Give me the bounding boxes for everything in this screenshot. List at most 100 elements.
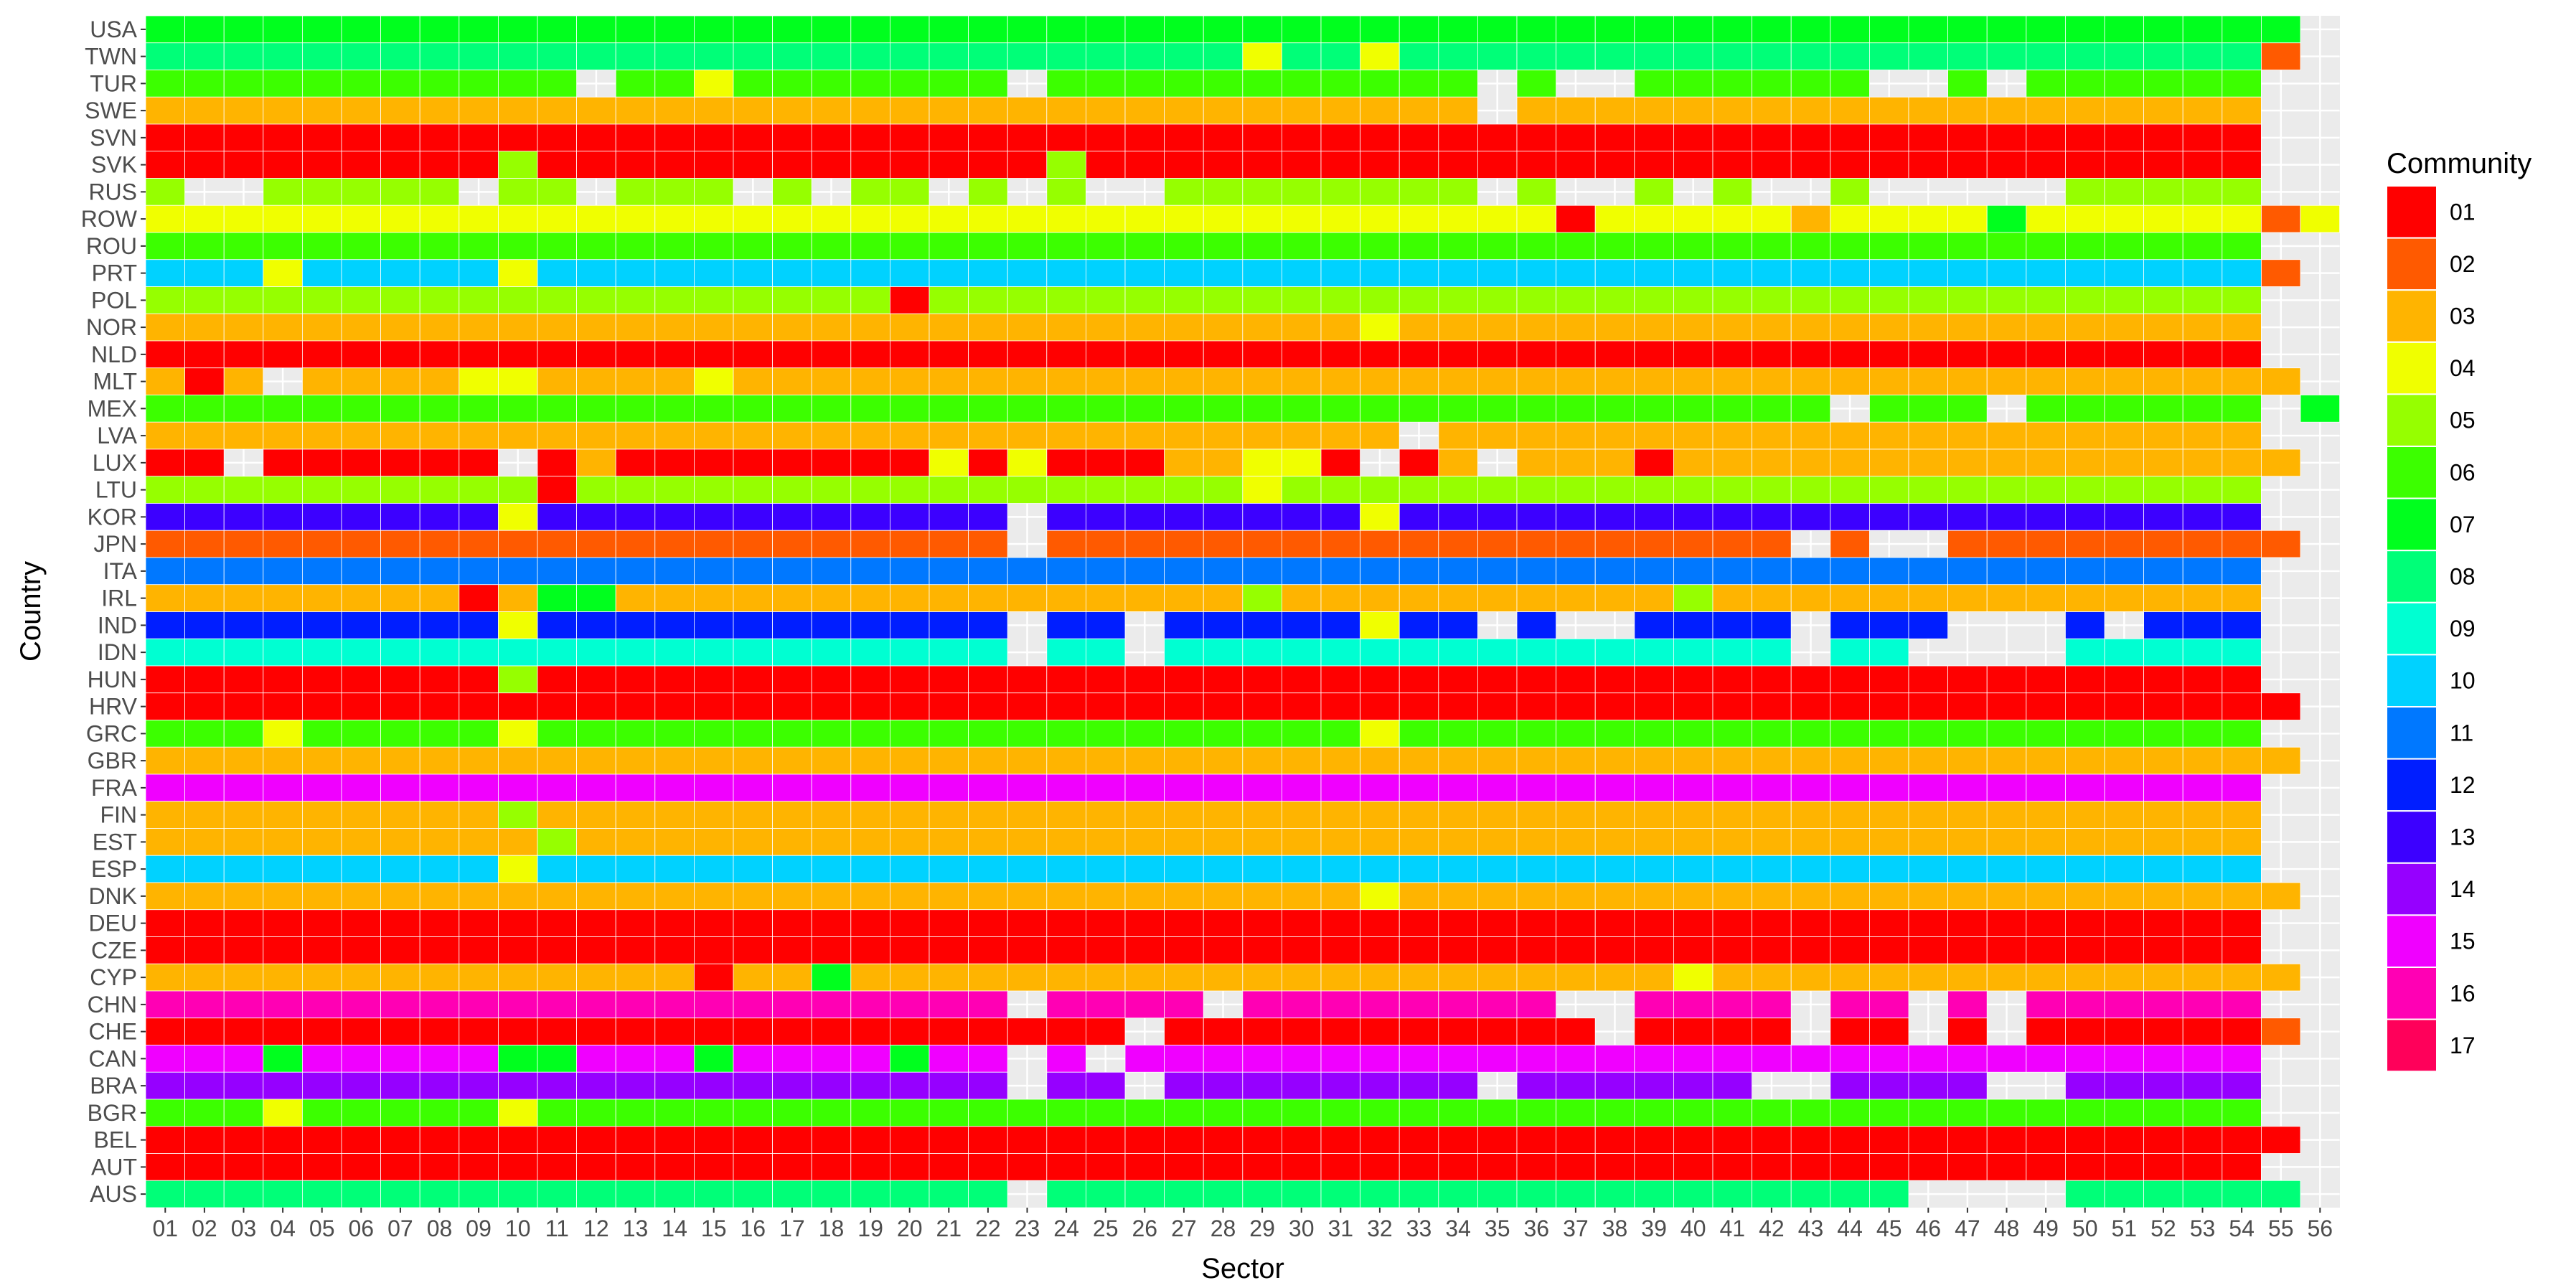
heatmap-cell <box>1320 123 1360 152</box>
heatmap-cell <box>1752 909 1792 937</box>
heatmap-cell <box>694 367 734 395</box>
heatmap-cell <box>1399 1180 1439 1208</box>
heatmap-cell <box>1477 1017 1518 1045</box>
heatmap-cell <box>968 855 1008 883</box>
heatmap-cell <box>341 801 381 829</box>
heatmap-cell <box>1242 421 1282 450</box>
heatmap-cell <box>1790 1099 1831 1127</box>
heatmap-cell <box>811 259 852 287</box>
x-tick-label: 13 <box>623 1216 649 1241</box>
heatmap-cell <box>301 313 342 342</box>
heatmap-cell <box>419 1017 460 1045</box>
heatmap-cell <box>184 557 225 586</box>
heatmap-cell <box>1752 313 1792 342</box>
heatmap-cell <box>1203 557 1244 586</box>
heatmap-cell <box>498 882 538 911</box>
heatmap-cell <box>1399 692 1439 720</box>
heatmap-cell <box>498 151 538 179</box>
heatmap-cell <box>1438 855 1478 883</box>
heatmap-cell <box>2026 232 2066 260</box>
heatmap-cell <box>419 15 460 44</box>
heatmap-cell <box>2222 882 2262 911</box>
heatmap-cell <box>537 1153 577 1181</box>
heatmap-cell <box>1477 313 1518 342</box>
heatmap-cell <box>184 828 225 856</box>
heatmap-cell <box>2104 503 2144 531</box>
heatmap-cell <box>1203 286 1244 314</box>
heatmap-cell <box>1712 367 1752 395</box>
legend-key <box>2386 185 2438 239</box>
heatmap-cell <box>1556 232 1596 260</box>
heatmap-cell <box>1086 476 1126 504</box>
heatmap-cell <box>145 855 185 883</box>
heatmap-cell <box>968 665 1008 694</box>
heatmap-cell <box>772 936 812 964</box>
heatmap-cell <box>1712 801 1752 829</box>
heatmap-cell <box>694 855 734 883</box>
heatmap-cell <box>2104 746 2144 775</box>
heatmap-cell <box>1752 855 1792 883</box>
heatmap-cell <box>1516 638 1556 667</box>
heatmap-cell <box>1673 476 1714 504</box>
heatmap-cell <box>1360 1126 1400 1154</box>
x-tick-label: 08 <box>427 1216 453 1241</box>
heatmap-cell <box>850 395 890 423</box>
heatmap-cell <box>1712 746 1752 775</box>
heatmap-cell <box>301 909 342 937</box>
heatmap-cell <box>1320 503 1360 531</box>
heatmap-cell <box>1203 42 1244 70</box>
heatmap-cell <box>890 96 930 125</box>
heatmap-cell <box>1673 774 1714 802</box>
heatmap-cell <box>2143 828 2184 856</box>
heatmap-cell <box>1712 286 1752 314</box>
heatmap-cell <box>2182 503 2223 531</box>
heatmap-cell <box>694 259 734 287</box>
heatmap-cell <box>1124 286 1165 314</box>
heatmap-cell <box>1986 530 2027 558</box>
heatmap-cell <box>929 205 969 233</box>
heatmap-cell <box>772 638 812 667</box>
heatmap-cell <box>2260 1126 2301 1154</box>
heatmap-cell <box>1438 828 1478 856</box>
heatmap-cell <box>1399 1017 1439 1045</box>
heatmap-cell <box>2182 151 2223 179</box>
heatmap-cell <box>301 855 342 883</box>
x-tick-label: 04 <box>270 1216 296 1241</box>
heatmap-cell <box>1986 421 2027 450</box>
heatmap-cell <box>811 720 852 748</box>
heatmap-cell <box>1046 882 1086 911</box>
heatmap-cell <box>733 313 773 342</box>
heatmap-cell <box>811 42 852 70</box>
heatmap-cell <box>694 205 734 233</box>
heatmap-cell <box>1594 259 1635 287</box>
heatmap-cell <box>694 123 734 152</box>
x-tick-label: 01 <box>153 1216 179 1241</box>
heatmap-cell <box>184 70 225 98</box>
heatmap-cell <box>1556 1099 1596 1127</box>
heatmap-cell <box>1634 259 1674 287</box>
heatmap-cell <box>1986 909 2027 937</box>
heatmap-cell <box>1868 421 1909 450</box>
heatmap-cell <box>929 1126 969 1154</box>
heatmap-cell <box>537 313 577 342</box>
heatmap-cell <box>1986 123 2027 152</box>
heatmap-cell <box>1282 15 1322 44</box>
heatmap-cell <box>1634 638 1674 667</box>
heatmap-cell <box>1947 448 1988 477</box>
heatmap-cell <box>1673 1099 1714 1127</box>
heatmap-cell <box>1830 1126 1870 1154</box>
heatmap-cell <box>1399 42 1439 70</box>
heatmap-cell <box>850 232 890 260</box>
heatmap-cell <box>929 232 969 260</box>
heatmap-cell <box>615 990 656 1019</box>
heatmap-cell <box>1007 1153 1048 1181</box>
heatmap-cell <box>694 611 734 639</box>
heatmap-cell <box>654 42 695 70</box>
heatmap-cell <box>1712 1180 1752 1208</box>
heatmap-cell <box>2104 1017 2144 1045</box>
heatmap-cell <box>1124 503 1165 531</box>
heatmap-cell <box>459 313 499 342</box>
heatmap-cell <box>1203 151 1244 179</box>
heatmap-cell <box>419 448 460 477</box>
heatmap-cell <box>2182 774 2223 802</box>
